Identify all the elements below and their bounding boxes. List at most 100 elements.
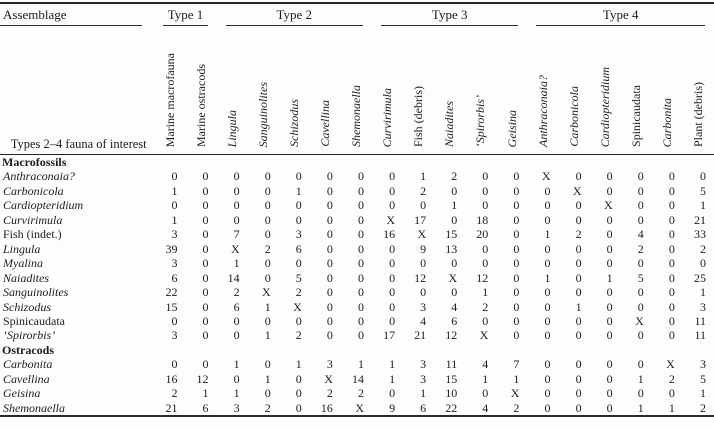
row-label: Cavellina bbox=[3, 371, 50, 386]
count-cell: 0 bbox=[295, 169, 302, 184]
table-row-shemonaella: Shemonaella 21 6 3 2 0 16 X 9 6 22 4 2 0 0 0 1 1 2 bbox=[0, 400, 714, 418]
count-cell: 1 bbox=[233, 386, 240, 401]
count-cell: 0 bbox=[513, 328, 520, 343]
count-cell: 16 bbox=[165, 371, 178, 386]
count-cell: 0 bbox=[233, 313, 240, 328]
count-cell: 0 bbox=[357, 313, 364, 328]
count-cell: 1 bbox=[420, 386, 427, 401]
count-cell: 0 bbox=[544, 212, 551, 227]
count-cell: 1 bbox=[620, 400, 652, 418]
count-cell: 1 bbox=[295, 183, 302, 198]
count-cell: X bbox=[479, 328, 489, 343]
count-cell: 0 bbox=[264, 357, 271, 372]
count-cell: 0 bbox=[233, 198, 240, 213]
count-cell: 0 bbox=[233, 212, 240, 227]
count-cell: 0 bbox=[637, 169, 644, 184]
count-cell: 0 bbox=[544, 285, 551, 300]
count-cell: 0 bbox=[575, 313, 582, 328]
count-cell: 0 bbox=[278, 400, 310, 418]
count-cell: 0 bbox=[668, 212, 675, 227]
count-cell: 0 bbox=[668, 328, 675, 343]
count-cell: 6 bbox=[233, 299, 240, 314]
rotated-column-label: Carbonicola bbox=[566, 86, 581, 147]
section-header-label: Ostracods bbox=[2, 342, 54, 357]
count-cell: 0 bbox=[202, 270, 209, 285]
count-cell: 2 bbox=[575, 227, 582, 242]
count-cell: 12 bbox=[196, 371, 209, 386]
count-cell: 25 bbox=[694, 270, 706, 285]
column-header-anthraconaia: Anthraconaia? bbox=[527, 26, 559, 155]
row-label: ‘Spirorbis’ bbox=[3, 328, 56, 343]
rotated-column-label: Cavellina bbox=[318, 100, 333, 147]
count-cell: 0 bbox=[513, 227, 520, 242]
table-row-geisina: Geisina 2 1 1 0 0 2 2 0 1 10 0 X 0 0 0 0 0 1 bbox=[0, 386, 714, 400]
count-cell: 1 bbox=[389, 371, 396, 386]
count-cell: 1 bbox=[264, 371, 271, 386]
count-cell: 1 bbox=[700, 285, 706, 300]
count-cell: X bbox=[293, 299, 302, 314]
count-cell: 0 bbox=[295, 198, 302, 213]
assemblage-fauna-table: Assemblage Type 1 Type 2 Type 3 Type 4 Type… bbox=[0, 2, 714, 418]
count-cell: 2 bbox=[700, 241, 706, 256]
count-cell: 0 bbox=[389, 256, 396, 271]
table-row-cavellina: Cavellina 16 12 0 1 0 X 14 1 3 15 1 1 0 0 0 1 2 5 bbox=[0, 372, 714, 386]
count-cell: 3 bbox=[171, 328, 178, 343]
count-cell: 0 bbox=[606, 169, 613, 184]
count-cell: 9 bbox=[420, 241, 427, 256]
count-cell: 12 bbox=[414, 270, 427, 285]
count-cell: 16 bbox=[383, 227, 396, 242]
table-row-lingula: Lingula 39 0 X 2 6 0 0 0 9 13 0 0 0 0 0 2 0 2 bbox=[0, 242, 714, 256]
rotated-column-label: Geisina bbox=[504, 109, 519, 147]
rotated-column-label: Sanguinolites bbox=[255, 81, 270, 147]
count-cell: 0 bbox=[544, 371, 551, 386]
count-cell: 0 bbox=[326, 313, 333, 328]
count-cell: 1 bbox=[651, 400, 683, 418]
table-row-curvirimula: Curvirimula 1 0 0 0 0 0 0 X 17 0 18 0 0 0 0 0 0 21 bbox=[0, 213, 714, 227]
count-cell: 0 bbox=[606, 227, 613, 242]
count-cell: 3 bbox=[171, 227, 178, 242]
rotated-column-label: Schizodus bbox=[286, 99, 301, 147]
count-cell: 0 bbox=[668, 183, 675, 198]
count-cell: 0 bbox=[389, 169, 396, 184]
count-cell: 0 bbox=[264, 227, 271, 242]
count-cell: 0 bbox=[264, 169, 271, 184]
count-cell: 0 bbox=[233, 328, 240, 343]
count-cell: 2 bbox=[295, 285, 302, 300]
column-header-marine-macrofauna: Marine macrofauna bbox=[154, 26, 186, 155]
count-cell: 0 bbox=[668, 386, 675, 401]
count-cell: 0 bbox=[295, 212, 302, 227]
column-header-schizodus: Schizodus bbox=[278, 26, 310, 155]
count-cell: 0 bbox=[295, 313, 302, 328]
count-cell: X bbox=[635, 313, 644, 328]
count-cell: 0 bbox=[527, 400, 559, 418]
count-cell: 1 bbox=[264, 299, 271, 314]
count-cell: 2 bbox=[637, 241, 644, 256]
count-cell: 0 bbox=[389, 299, 396, 314]
count-cell: 0 bbox=[295, 371, 302, 386]
count-cell: 2 bbox=[420, 183, 427, 198]
count-cell: 1 bbox=[482, 371, 489, 386]
count-cell: 0 bbox=[668, 299, 675, 314]
count-cell: 0 bbox=[482, 386, 489, 401]
count-cell: 0 bbox=[606, 299, 613, 314]
count-cell: 0 bbox=[544, 328, 551, 343]
count-cell: 0 bbox=[482, 241, 489, 256]
count-cell: 0 bbox=[668, 198, 675, 213]
row-label: Spinicaudata bbox=[3, 313, 65, 328]
count-cell: 0 bbox=[637, 285, 644, 300]
count-cell: 0 bbox=[544, 299, 551, 314]
rotated-column-label: Spinicaudata bbox=[628, 85, 643, 147]
count-cell: 0 bbox=[389, 313, 396, 328]
count-cell: 3 bbox=[171, 256, 178, 271]
table-row-myalina: Myalina 3 0 1 0 0 0 0 0 0 0 0 0 0 0 0 0 0 0 bbox=[0, 256, 714, 270]
rotated-column-label: Marine ostracods bbox=[193, 64, 208, 147]
count-cell: 39 bbox=[165, 241, 178, 256]
count-cell: 0 bbox=[202, 357, 209, 372]
row-label: Naiadites bbox=[3, 270, 50, 285]
count-cell: 0 bbox=[326, 285, 333, 300]
count-cell: 0 bbox=[451, 183, 458, 198]
column-group-type-2: Type 2 bbox=[217, 3, 372, 26]
rotated-column-label: Cardiopteridium bbox=[597, 66, 612, 147]
count-cell: 2 bbox=[496, 400, 528, 418]
count-cell: 20 bbox=[476, 227, 489, 242]
